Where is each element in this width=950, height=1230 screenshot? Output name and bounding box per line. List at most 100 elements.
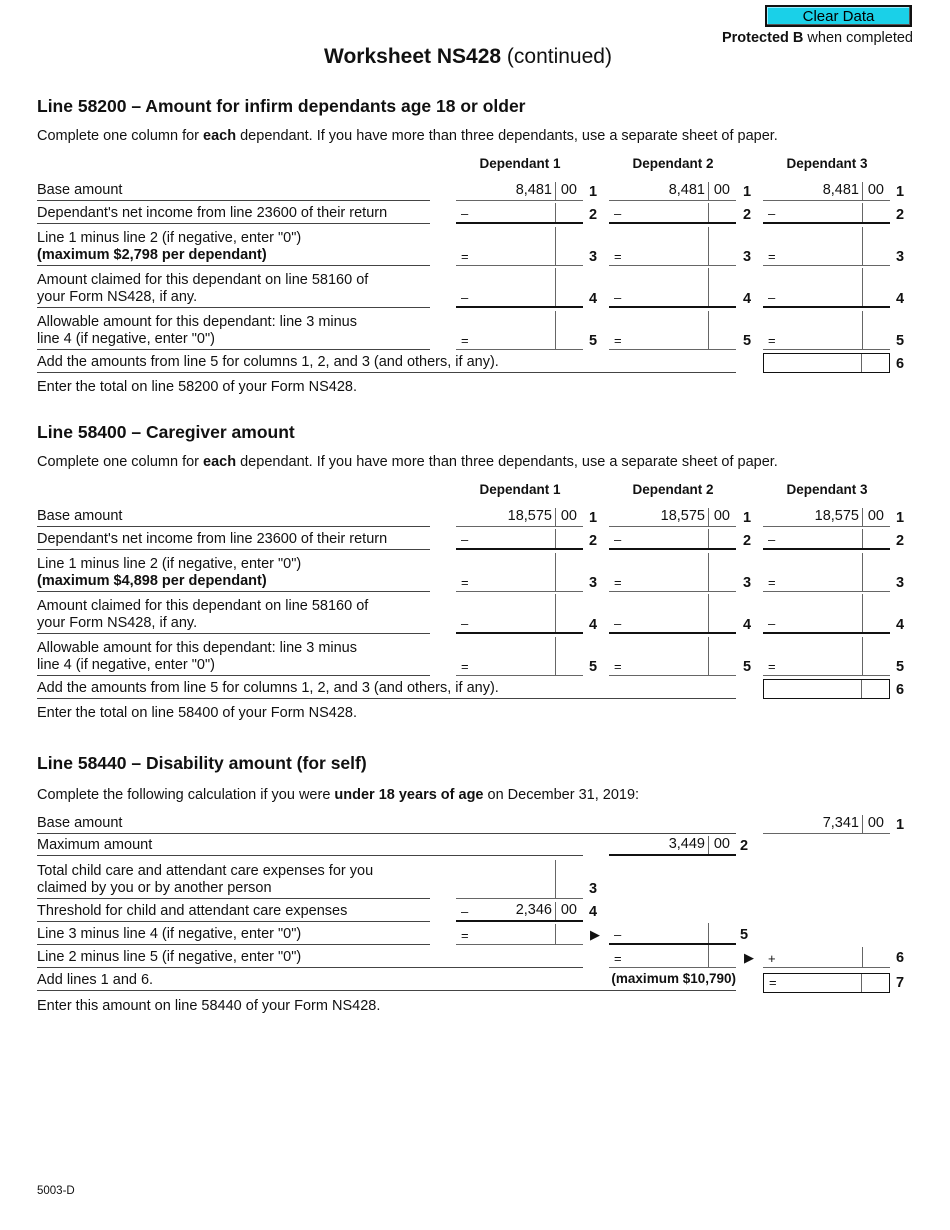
sign-symbol: – xyxy=(461,616,469,631)
line-number: 5 xyxy=(896,333,905,349)
line-number: 2 xyxy=(589,533,598,549)
cents-divider xyxy=(708,227,709,265)
line-number: 1 xyxy=(743,184,752,200)
dependant-3-line-1-field[interactable]: 8,481 00 xyxy=(763,178,890,201)
dependant-1-line-3-field[interactable]: = xyxy=(456,224,583,266)
dependant-2-line-3-field[interactable]: = xyxy=(609,550,736,592)
cents-divider xyxy=(862,182,863,200)
sign-symbol: = xyxy=(614,951,622,966)
total-label-text: Add the amounts from line 5 for columns … xyxy=(37,354,499,370)
total-field[interactable] xyxy=(763,679,890,699)
sign-symbol: = xyxy=(768,249,776,264)
cents-divider xyxy=(708,311,709,349)
dependant-1-line-3-field[interactable]: = xyxy=(456,550,583,592)
cents-divider xyxy=(555,508,556,526)
section-heading: Line 58200 – Amount for infirm dependant… xyxy=(37,96,526,116)
line-1-field[interactable]: 7,341 00 xyxy=(763,812,890,834)
line-5-field[interactable]: – xyxy=(609,922,736,945)
dependant-1-line-5-field[interactable]: = xyxy=(456,308,583,350)
dependant-1-line-2-field[interactable]: – xyxy=(456,201,583,224)
cents-divider xyxy=(555,594,556,632)
dependant-2-line-2-field[interactable]: – xyxy=(609,201,736,224)
row-label-text: Total child care and attendant care expe… xyxy=(37,863,374,896)
dependant-3-line-3-field[interactable]: = xyxy=(763,550,890,592)
dependant-2-line-1-field[interactable]: 18,575 00 xyxy=(609,504,736,527)
cents-value: 00 xyxy=(560,902,577,918)
line-number: 3 xyxy=(743,575,752,591)
line-6-field[interactable]: + xyxy=(763,945,890,968)
column-header-dependant-1: Dependant 1 xyxy=(479,156,561,171)
protected-label: Protected B xyxy=(721,30,804,46)
dependant-2-line-3-field[interactable]: = xyxy=(609,224,736,266)
row-label-line-6: Line 2 minus line 5 (if negative, enter … xyxy=(37,945,583,968)
dependant-3-line-5-field[interactable]: = xyxy=(763,634,890,676)
dependant-2-line-2-field[interactable]: – xyxy=(609,527,736,550)
total-row-label: Add the amounts from line 5 for columns … xyxy=(37,676,736,699)
cents-divider xyxy=(862,508,863,526)
title-rest: (continued) xyxy=(501,45,612,68)
intro-bold: each xyxy=(203,128,237,144)
line-number: 5 xyxy=(740,927,749,943)
cents-divider xyxy=(862,815,863,833)
cents-divider xyxy=(862,553,863,591)
cents-divider xyxy=(862,268,863,306)
sign-symbol: – xyxy=(768,206,776,221)
line-number: 4 xyxy=(589,291,598,307)
line-number: 4 xyxy=(743,291,752,307)
dependant-1-line-4-field[interactable]: – xyxy=(456,592,583,634)
sign-symbol: + xyxy=(768,951,776,966)
dependant-3-line-5-field[interactable]: = xyxy=(763,308,890,350)
cents-divider xyxy=(708,923,709,943)
line-4-field[interactable]: – 2,346 00 xyxy=(456,899,583,922)
intro-text: Complete one column for xyxy=(37,128,204,144)
line-number: 3 xyxy=(896,249,905,265)
row-label-text: Base amount xyxy=(37,508,123,524)
dependant-2-line-5-field[interactable]: = xyxy=(609,634,736,676)
dependant-3-line-2-field[interactable]: – xyxy=(763,527,890,550)
dependant-3-line-4-field[interactable]: – xyxy=(763,592,890,634)
row-label-text: Base amount xyxy=(37,815,123,831)
section-intro: Complete the following calculation if yo… xyxy=(37,787,639,803)
total-field[interactable] xyxy=(763,353,890,373)
arrow-right-icon: ▶ xyxy=(744,950,754,965)
dependant-3-line-1-field[interactable]: 18,575 00 xyxy=(763,504,890,527)
dependant-2-line-4-field[interactable]: – xyxy=(609,266,736,308)
line-6-left-field[interactable]: = xyxy=(609,945,736,968)
line-3-field[interactable] xyxy=(456,856,583,899)
cents-value: 00 xyxy=(867,815,884,831)
line-number: 5 xyxy=(743,659,752,675)
dependant-1-line-2-field[interactable]: – xyxy=(456,527,583,550)
dependant-2-line-5-field[interactable]: = xyxy=(609,308,736,350)
line-number: 2 xyxy=(896,207,905,223)
total-row-label: Add the amounts from line 5 for columns … xyxy=(37,350,736,373)
row-label-text: Add lines 1 and 6. xyxy=(37,972,154,988)
clear-data-button[interactable]: Clear Data xyxy=(765,5,912,27)
dependant-1-line-4-field[interactable]: – xyxy=(456,266,583,308)
line-number: 1 xyxy=(896,184,905,200)
cents-divider xyxy=(708,637,709,675)
cents-divider xyxy=(555,311,556,349)
section-footer: Enter this amount on line 58440 of your … xyxy=(37,998,381,1014)
dependant-3-line-2-field[interactable]: – xyxy=(763,201,890,224)
row-label-text: Line 2 minus line 5 (if negative, enter … xyxy=(37,949,302,965)
sign-symbol: – xyxy=(461,290,469,305)
dependant-3-line-3-field[interactable]: = xyxy=(763,224,890,266)
cents-value: 00 xyxy=(867,182,884,198)
dependant-2-line-1-field[interactable]: 8,481 00 xyxy=(609,178,736,201)
line-number: 2 xyxy=(743,207,752,223)
line-7-total-field[interactable]: = xyxy=(763,973,890,993)
sign-symbol: – xyxy=(768,532,776,547)
sign-symbol: – xyxy=(614,927,622,942)
line-number: 1 xyxy=(896,510,905,526)
line-2-field[interactable]: 3,449 00 xyxy=(609,834,736,856)
section-footer: Enter the total on line 58400 of your Fo… xyxy=(37,705,357,721)
dependant-3-line-4-field[interactable]: – xyxy=(763,266,890,308)
dependant-1-line-1-field[interactable]: 18,575 00 xyxy=(456,504,583,527)
cents-divider xyxy=(555,924,556,944)
row-label-line-2: Maximum amount xyxy=(37,834,583,856)
line-5-left-field[interactable]: = xyxy=(456,922,583,945)
dependant-2-line-4-field[interactable]: – xyxy=(609,592,736,634)
dependant-1-line-1-field[interactable]: 8,481 00 xyxy=(456,178,583,201)
dependant-1-line-5-field[interactable]: = xyxy=(456,634,583,676)
line-number: 5 xyxy=(589,659,598,675)
